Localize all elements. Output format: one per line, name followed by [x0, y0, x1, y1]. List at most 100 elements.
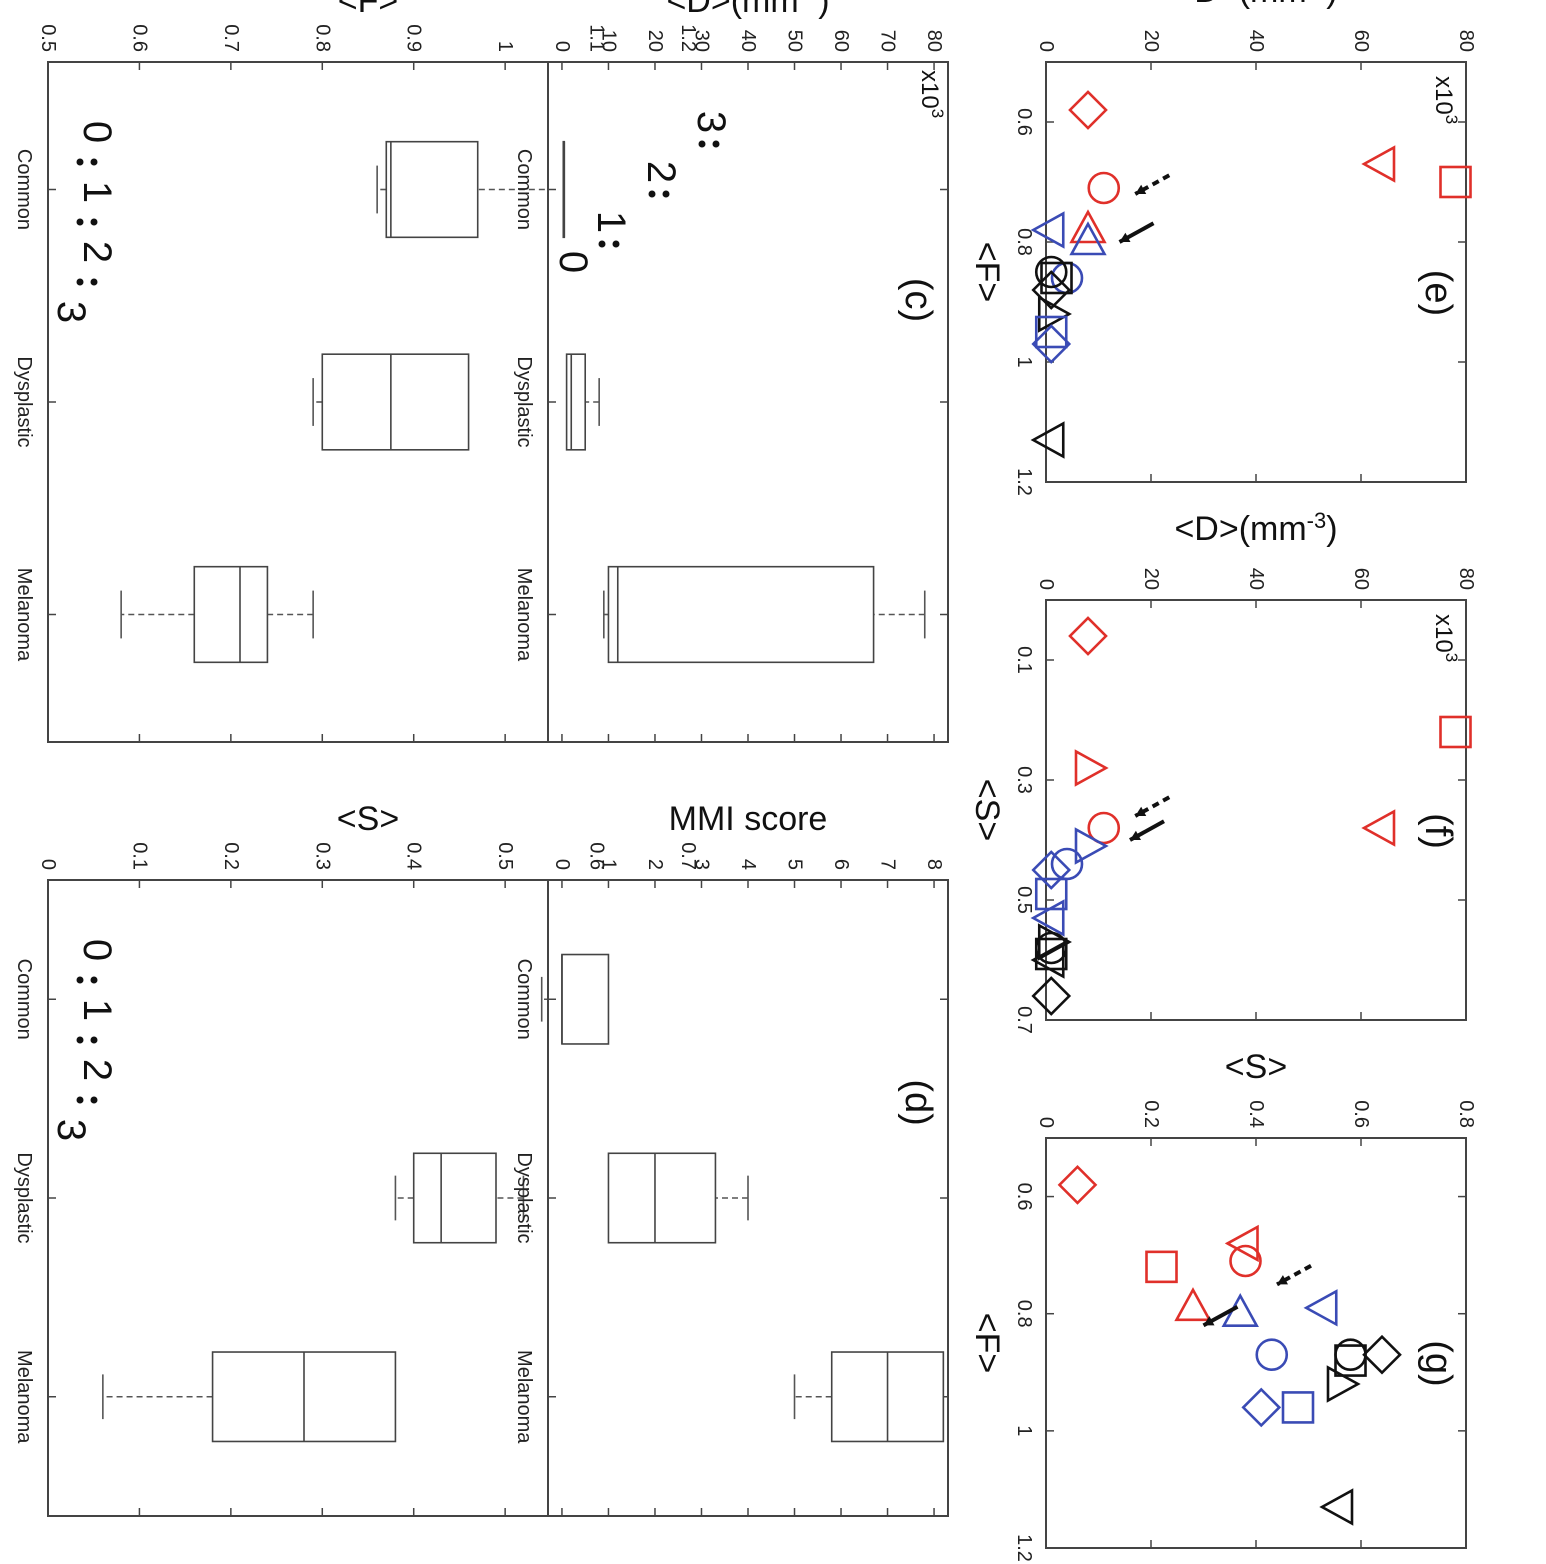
annotation-label: 3 [49, 1119, 93, 1141]
category-label: Common [513, 149, 535, 230]
triangle-left-marker [1174, 1287, 1212, 1322]
circle-marker [1087, 811, 1121, 845]
annotation-label: 0 [75, 121, 119, 143]
triangle-down-marker [1361, 145, 1396, 183]
panel-frame [1045, 1137, 1467, 1549]
annotation-dot [90, 218, 98, 226]
y-tick-label: 10 [597, 30, 619, 52]
y-tick-label: 0.3 [311, 842, 333, 870]
y-axis-label: MMI score [669, 800, 828, 838]
box-common [385, 140, 479, 239]
panel-d: 0 1 2 3 4 5 6 7 8 Common Dysplastic Melanoma (d) MMI … [513, 800, 949, 1517]
triangle-down-marker [1361, 809, 1396, 847]
x-tick-label: 1 [1013, 1425, 1035, 1436]
y-tick-label: 40 [737, 30, 759, 52]
annotation-dot [598, 240, 606, 248]
triangle-up-marker [1074, 827, 1109, 865]
panel-g: 0.6 0.8 1 1.2 0 0.2 0.4 0.6 0.8 <F> <S> (g) [968, 1048, 1477, 1562]
circle-marker [1255, 1338, 1289, 1372]
rotated-figure-group: 0.5 0.6 0.7 0.8 0.9 1 1.1 1.2 Common Dysplastic Me… [13, 0, 1477, 1562]
y-tick-label: 0 [551, 859, 573, 870]
circle-marker [1034, 255, 1068, 289]
triangle-down-marker [1030, 211, 1065, 249]
annotation-dot [662, 190, 670, 198]
x-tick-label: 0.7 [1013, 1006, 1035, 1034]
arrow-head [1135, 806, 1147, 816]
x-tick-label: 1.2 [1013, 468, 1035, 496]
circle-marker [1229, 1244, 1262, 1278]
annotation-dot [90, 976, 98, 984]
y-tick-label: 5 [784, 859, 806, 870]
annotation-dot [90, 278, 98, 286]
annotation-dot [76, 976, 84, 984]
x-tick-label: 0.1 [1013, 646, 1035, 674]
arrow-line [1276, 1263, 1312, 1287]
y-tick-label: 1.2 [677, 24, 699, 52]
y-tick-label: 0.6 [1350, 1100, 1372, 1128]
annotation-label: 1 [75, 999, 119, 1021]
y-tick-label: 1 [494, 41, 516, 52]
scale-label: x103 [916, 70, 947, 118]
annotation-label: 3 [49, 301, 93, 323]
annotation-dot [76, 218, 84, 226]
panel-f: 0.10.30.50.70 20 40 60 80<S><D>(mm-3)(f)x103 [968, 508, 1477, 1034]
y-tick-label: 0.8 [311, 24, 333, 52]
square-marker [1281, 1391, 1315, 1424]
y-tick-label: 0.2 [1140, 1100, 1162, 1128]
y-tick-label: 3 [690, 859, 712, 870]
y-tick-label: 40 [1245, 30, 1267, 52]
box-melanoma [193, 565, 269, 664]
category-label: Dysplastic [13, 356, 35, 447]
square-marker [1034, 315, 1068, 349]
arrow-line [1134, 795, 1171, 818]
square-marker [1439, 715, 1472, 749]
y-axis-label: <D>(mm-3) [666, 0, 829, 20]
annotation-label: 2 [75, 1059, 119, 1081]
triangle-left-marker [1069, 221, 1107, 256]
y-tick-label: 0 [37, 859, 59, 870]
diamond-marker [1241, 1387, 1282, 1428]
y-tick-label: 0.4 [403, 842, 425, 870]
y-tick-label: 0.8 [1455, 1100, 1477, 1128]
y-axis-label: <F> [338, 0, 398, 20]
triangle-down-marker [1030, 899, 1065, 937]
y-axis-label: <S> [1225, 1048, 1287, 1086]
category-label: Melanoma [13, 568, 35, 662]
panel-letter: (e) [1417, 270, 1459, 316]
y-axis-label: <S> [337, 800, 399, 838]
box-dysplastic [607, 1152, 717, 1244]
annotation-label: 0 [75, 939, 119, 961]
y-tick-label: 80 [923, 30, 945, 52]
category-label: Dysplastic [513, 356, 535, 447]
y-tick-label: 4 [737, 859, 759, 870]
diamond-marker [1068, 90, 1108, 130]
annotation-dot [712, 140, 720, 148]
x-axis-label: <F> [968, 242, 1006, 302]
panel-frame [1045, 599, 1467, 1021]
y-tick-label: 8 [923, 859, 945, 870]
x-axis-label: <F> [968, 1313, 1006, 1373]
x-axis-label: <S> [968, 779, 1006, 841]
annotation-label: 1 [589, 211, 633, 233]
triangle-down-marker [1303, 1289, 1338, 1327]
y-tick-label: 20 [1140, 568, 1162, 590]
panel-letter: (c) [897, 278, 939, 322]
circle-marker [1087, 171, 1121, 205]
triangle-up-marker [1326, 1365, 1361, 1403]
y-tick-label: 70 [877, 30, 899, 52]
y-tick-label: 20 [644, 30, 666, 52]
annotation-dot [76, 1096, 84, 1104]
arrow-head [1277, 1275, 1288, 1285]
diamond-marker [1362, 1334, 1402, 1375]
arrow-line [1134, 173, 1171, 196]
diamond-marker [1031, 324, 1072, 364]
square-marker [1439, 165, 1472, 199]
y-tick-label: 0 [551, 41, 573, 52]
y-tick-label: 0 [1035, 579, 1057, 590]
panel-letter: (g) [1417, 1340, 1459, 1386]
y-tick-label: 0.9 [403, 24, 425, 52]
y-tick-label: 0.5 [494, 842, 516, 870]
category-label: Common [13, 149, 35, 230]
y-tick-label: 0.6 [128, 24, 150, 52]
